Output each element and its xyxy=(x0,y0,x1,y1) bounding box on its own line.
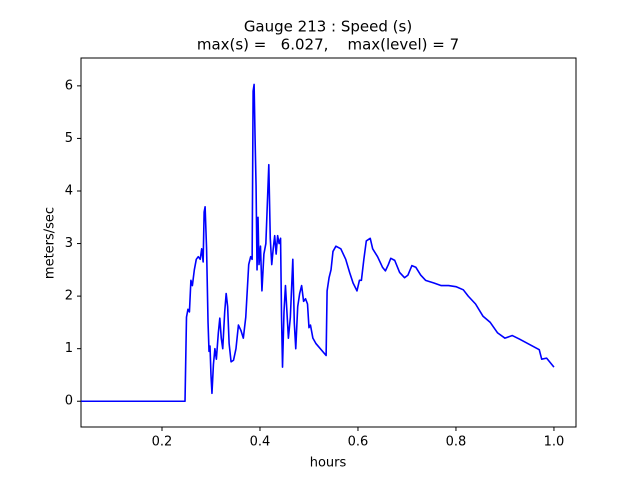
x-tick-label: 0.4 xyxy=(250,435,271,450)
plot-frame xyxy=(80,57,577,428)
x-tick-label: 0.6 xyxy=(348,435,369,450)
x-tick-label: 0.2 xyxy=(152,435,173,450)
data-line xyxy=(81,83,555,403)
x-tick-label: 0.8 xyxy=(446,435,467,450)
chart-title: Gauge 213 : Speed (s) xyxy=(244,18,412,36)
y-tick-label: 1 xyxy=(65,341,73,356)
y-tick-label: 4 xyxy=(65,183,73,198)
x-axis-label: hours xyxy=(310,456,347,471)
y-tick-label: 5 xyxy=(65,131,73,146)
y-axis-label: meters/sec xyxy=(43,207,58,279)
y-tick-label: 0 xyxy=(65,394,73,409)
y-tick-label: 2 xyxy=(65,289,73,304)
x-tick-label: 1.0 xyxy=(544,435,565,450)
y-tick-label: 3 xyxy=(65,236,73,251)
chart-subtitle: max(s) = 6.027, max(level) = 7 xyxy=(197,36,459,54)
y-tick-label: 6 xyxy=(65,78,73,93)
